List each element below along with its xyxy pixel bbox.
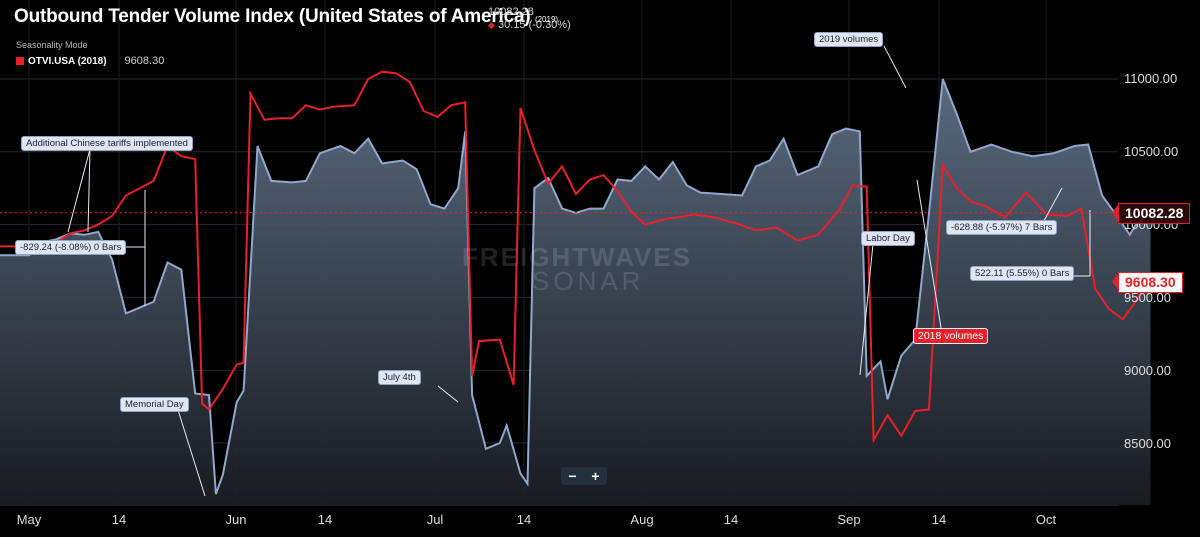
annotation-leader-line [87,148,91,233]
annotation-2019-volumes[interactable]: 2019 volumes [814,32,884,47]
annotation-leader-line [437,385,459,403]
mode-label: Seasonality Mode [16,40,88,50]
watermark-freightwaves: FREIGHTWAVES [462,242,693,272]
title-year: (2019) [534,15,559,24]
annotation-2018-volumes[interactable]: 2018 volumes [913,328,989,344]
x-tick: Oct [1035,512,1057,527]
legend-item-2018[interactable]: OTVI.USA (2018) 9608.30 [16,55,164,67]
annotation-memorial-day[interactable]: Memorial Day [120,397,189,412]
y-tick: 8500.00 [1124,436,1171,451]
change-readout: ◆ 30.15 (-0.30%) [488,19,571,31]
x-tick: 14 [111,512,127,527]
x-tick: Jun [225,512,247,527]
x-tick: Aug [630,512,654,527]
series-2019-area [0,79,1151,505]
x-tick: 14 [931,512,947,527]
annotation-july-4th[interactable]: July 4th [378,370,421,385]
price-pointer [1112,272,1119,291]
legend-series-value: 9608.30 [124,55,165,67]
x-tick: Sep [837,512,861,527]
price-label-compare: 9608.30 [1118,272,1183,293]
change-value: 30.15 (-0.30%) [497,19,571,31]
annotation-leader-line [916,179,944,341]
annotation-leader-line [859,243,874,376]
y-tick: 11000.00 [1124,71,1178,86]
x-tick: Jul [426,512,444,527]
x-tick: May [16,512,42,527]
annotation-leader-line [883,45,907,89]
annotation-leader-line [177,409,206,497]
series-2019-line [0,78,1151,495]
price-label-current: 10082.28 [1118,203,1191,224]
x-tick: 14 [317,512,333,527]
legend-swatch [16,57,24,65]
zoom-out-button[interactable]: − [568,468,577,484]
series-2018-line [0,70,1152,444]
annotation-measure-oct-1[interactable]: -628.88 (-5.97%) 7 Bars [946,220,1058,235]
x-tick: 14 [723,512,739,527]
annotation-measure-oct-2[interactable]: 522.11 (5.55%) 0 Bars [970,266,1075,281]
x-tick: 14 [516,512,532,527]
series-group [0,70,1152,505]
down-diamond-icon: ◆ [488,20,495,30]
chart-header: Outbound Tender Volume Index (United Sta… [14,6,558,28]
zoom-in-button[interactable]: + [591,468,600,484]
zoom-controls: − + [561,467,607,485]
annotation-labor-day[interactable]: Labor Day [861,231,915,246]
watermark-sonar: SONAR [532,266,645,296]
annotation-tariffs[interactable]: Additional Chinese tariffs implemented [21,136,193,151]
chart-title: Outbound Tender Volume Index (United Sta… [14,6,531,27]
last-value: 10082.28 [488,6,534,18]
y-tick: 9000.00 [1124,363,1171,378]
y-tick: 10500.00 [1124,144,1179,159]
legend-series-label: OTVI.USA (2018) [28,55,107,67]
annotation-measure-may[interactable]: -829.24 (-8.08%) 0 Bars [15,240,127,255]
y-tick: 9500.00 [1124,290,1171,305]
annotation-leader-line [67,148,91,233]
